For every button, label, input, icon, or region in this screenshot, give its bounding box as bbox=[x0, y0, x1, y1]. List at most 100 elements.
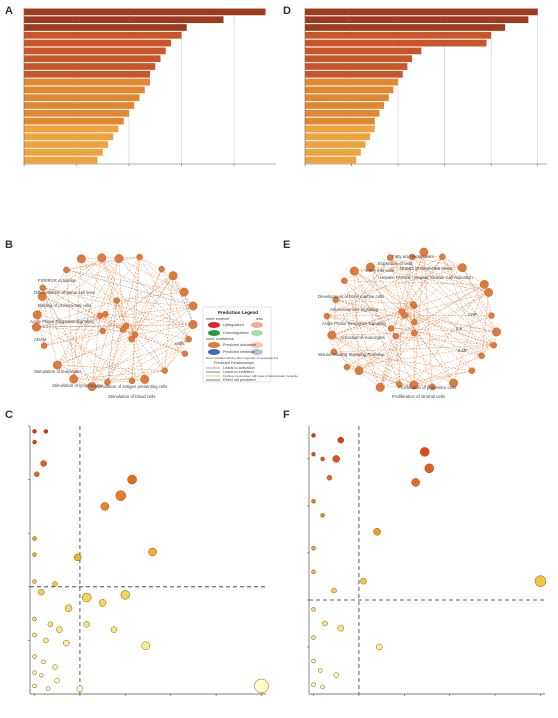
network-edge bbox=[390, 256, 443, 329]
data-point bbox=[81, 592, 92, 603]
network-edge bbox=[395, 335, 454, 384]
network-edge bbox=[57, 258, 120, 366]
network-b-label-acute-phase: Acute Phase Response Signaling bbox=[30, 319, 94, 324]
network-node bbox=[429, 383, 436, 391]
panel-label-b: B bbox=[5, 239, 13, 251]
data-point bbox=[419, 447, 430, 457]
network-edge bbox=[358, 315, 492, 371]
bar bbox=[305, 86, 394, 94]
network-edge bbox=[423, 252, 433, 387]
network-node bbox=[386, 254, 394, 261]
network-edge bbox=[379, 332, 415, 388]
network-node bbox=[188, 320, 198, 329]
network-edge bbox=[116, 300, 132, 340]
network-node bbox=[490, 342, 498, 349]
network-edge bbox=[344, 280, 392, 329]
network-edge bbox=[73, 257, 102, 380]
data-point bbox=[360, 577, 367, 585]
network-edge bbox=[102, 275, 174, 332]
network-edge bbox=[134, 334, 145, 380]
data-point bbox=[318, 668, 323, 673]
network-edge bbox=[42, 287, 93, 387]
network-node bbox=[37, 291, 47, 301]
network-edge bbox=[36, 326, 145, 380]
data-point bbox=[311, 451, 316, 457]
bar bbox=[305, 102, 385, 109]
network-edge bbox=[66, 269, 103, 332]
data-point bbox=[110, 626, 118, 633]
network-edge bbox=[379, 251, 425, 388]
network-node bbox=[102, 310, 109, 318]
data-point bbox=[32, 670, 37, 675]
network-edge bbox=[164, 339, 189, 371]
network-node bbox=[478, 352, 485, 359]
network-edge bbox=[101, 257, 124, 330]
network-edge bbox=[107, 300, 117, 383]
network-edge bbox=[346, 284, 485, 368]
network-node bbox=[410, 329, 418, 337]
network-edge bbox=[183, 292, 194, 325]
legend-more-extreme: more extreme bbox=[206, 317, 229, 321]
network-edge bbox=[389, 257, 497, 333]
data-point bbox=[47, 621, 54, 628]
data-point bbox=[311, 658, 316, 664]
network-edge bbox=[331, 305, 415, 336]
network-edge bbox=[395, 335, 482, 357]
network-e-label-wound: Wound Healing Signaling Pathway bbox=[318, 352, 385, 357]
network-node bbox=[97, 253, 107, 263]
network-edge bbox=[395, 335, 494, 346]
data-point bbox=[40, 460, 47, 467]
network-edge bbox=[116, 291, 185, 301]
network-node bbox=[69, 374, 79, 384]
network-edge bbox=[358, 332, 415, 371]
network-edge bbox=[36, 326, 103, 332]
network-node bbox=[128, 335, 135, 343]
network-edge bbox=[81, 258, 136, 335]
network-edge bbox=[399, 384, 414, 386]
data-point bbox=[311, 635, 316, 640]
network-edge bbox=[91, 300, 117, 387]
bar bbox=[24, 125, 119, 133]
bar bbox=[305, 148, 361, 156]
panel-label-d: D bbox=[283, 5, 291, 17]
network-edge bbox=[412, 256, 497, 333]
data-point bbox=[331, 587, 337, 594]
data-point bbox=[320, 513, 325, 518]
network-node bbox=[343, 363, 351, 371]
data-point bbox=[337, 624, 345, 632]
bar bbox=[305, 156, 357, 164]
network-edge bbox=[335, 256, 413, 301]
network-edge bbox=[354, 270, 400, 385]
network-edge bbox=[42, 287, 124, 330]
legend-predicted-inhibition: Predicted inhibition bbox=[223, 350, 255, 354]
network-edge bbox=[380, 345, 494, 388]
legend-downregulated: Downregulated bbox=[223, 331, 249, 335]
network-edge bbox=[73, 370, 165, 380]
network-edge bbox=[66, 269, 185, 293]
network-edge bbox=[91, 305, 194, 387]
network-b-nodes bbox=[31, 253, 198, 392]
network-edge bbox=[354, 267, 463, 272]
network-node bbox=[39, 284, 46, 291]
bar bbox=[24, 133, 114, 141]
network-edge bbox=[57, 305, 194, 366]
network-edge bbox=[370, 266, 489, 293]
network-node bbox=[349, 266, 359, 276]
network-node bbox=[479, 280, 489, 289]
network-edge bbox=[389, 257, 473, 371]
data-point bbox=[32, 632, 37, 638]
data-point bbox=[311, 607, 316, 612]
network-edge bbox=[358, 292, 489, 371]
scatter-chart-f bbox=[307, 426, 547, 696]
network-node bbox=[76, 254, 86, 264]
network-edge bbox=[107, 338, 132, 383]
network-edge bbox=[379, 304, 414, 388]
network-edge bbox=[333, 351, 400, 385]
network-edge bbox=[413, 370, 472, 386]
bar bbox=[305, 8, 538, 16]
network-edge bbox=[73, 338, 189, 380]
network-edge bbox=[107, 380, 133, 383]
network-edge bbox=[414, 292, 489, 334]
data-point bbox=[43, 637, 49, 644]
